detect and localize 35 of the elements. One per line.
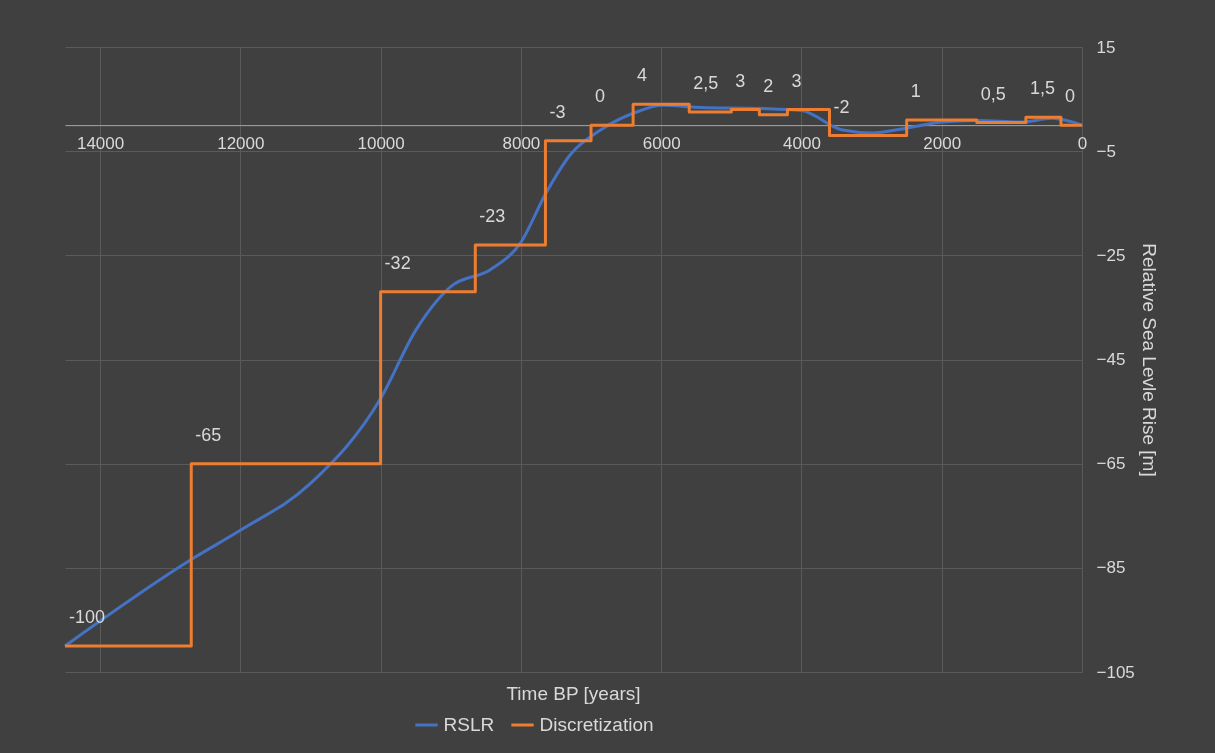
data-label: 1 [910, 80, 921, 101]
data-label: -23 [479, 205, 506, 226]
data-label: 0 [595, 86, 606, 107]
data-label: -100 [69, 606, 106, 627]
y-tick-label: −85 [1096, 558, 1126, 578]
data-label: 3 [735, 70, 746, 91]
x-tick-label: 8000 [502, 133, 541, 153]
y-axis-title: Relative Sea Levle Rise [m] [1138, 243, 1160, 477]
y-tick-label: 15 [1096, 37, 1116, 57]
x-axis-title: Time BP [years] [506, 683, 641, 704]
data-label: 1,5 [1029, 78, 1055, 99]
data-label: -65 [195, 424, 222, 445]
data-label: -3 [549, 101, 566, 122]
x-tick-label: 4000 [783, 133, 821, 153]
x-tick-label: 12000 [217, 133, 265, 153]
y-tick-label: −105 [1096, 662, 1135, 682]
x-tick-label: 6000 [642, 133, 681, 153]
y-tick-label: −65 [1096, 454, 1126, 474]
data-label: -32 [384, 252, 411, 273]
data-label: 2,5 [693, 73, 719, 94]
legend-label: Discretization [539, 714, 654, 735]
x-tick-label: 0 [1077, 133, 1088, 153]
y-tick-label: −5 [1096, 141, 1116, 161]
y-tick-label: −45 [1096, 350, 1126, 369]
data-label: -2 [833, 96, 850, 117]
data-label: 0,5 [980, 83, 1006, 104]
data-label: 3 [791, 70, 802, 91]
legend-label: RSLR [443, 714, 495, 735]
y-tick-label: −25 [1096, 245, 1126, 265]
x-tick-label: 14000 [76, 133, 125, 153]
x-tick-label: 10000 [357, 133, 405, 153]
data-label: 0 [1064, 86, 1075, 107]
data-label: 2 [763, 75, 774, 96]
x-tick-label: 2000 [923, 133, 962, 153]
data-label: 4 [637, 65, 648, 86]
